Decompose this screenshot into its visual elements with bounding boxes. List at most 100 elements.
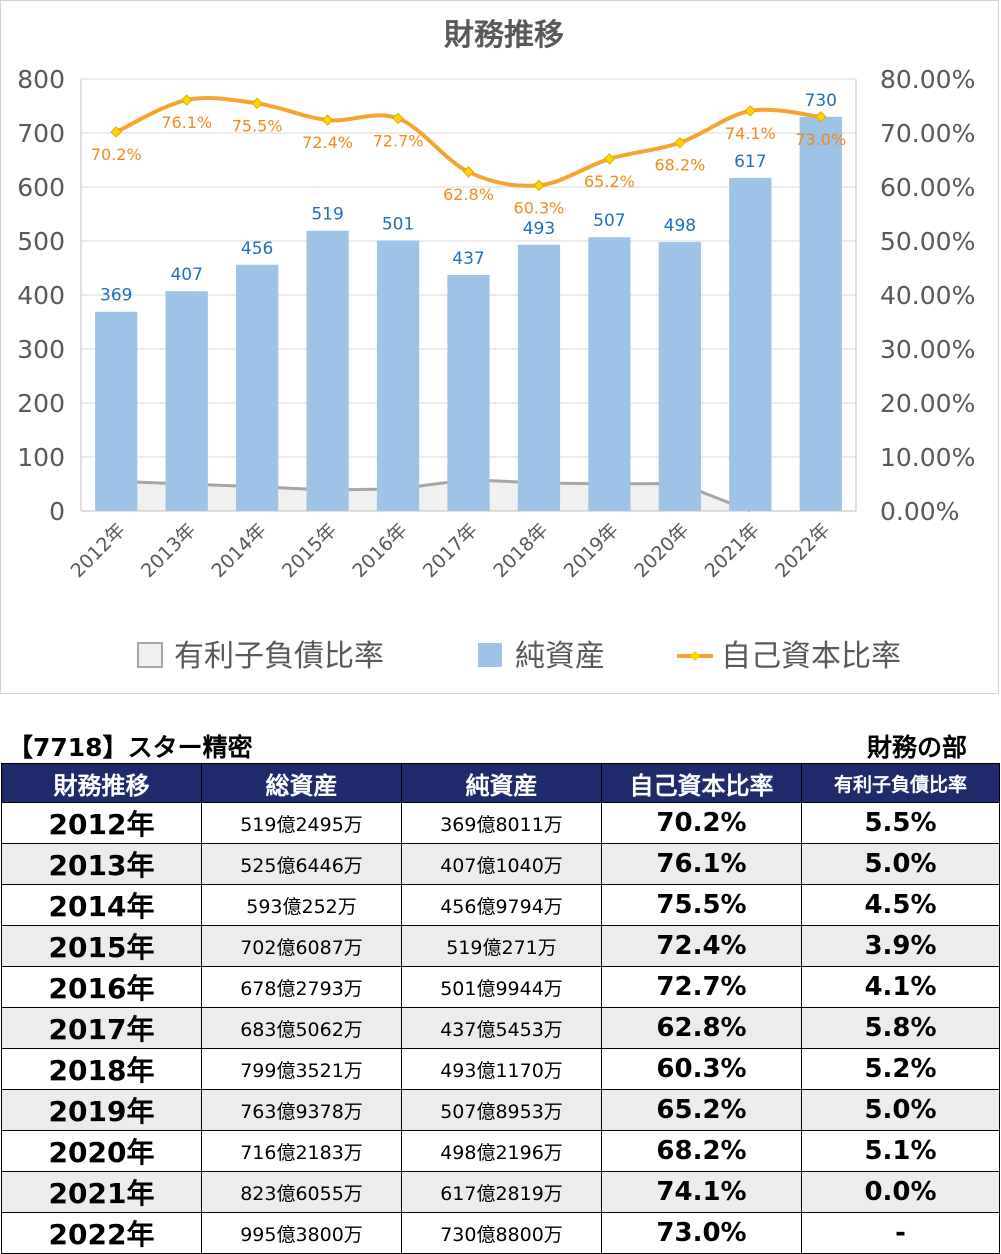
cell-total-assets: 716億2183万 (201, 1130, 402, 1172)
net-assets-bar (376, 240, 420, 511)
cell-year: 2013年 (1, 843, 202, 885)
bar-value-label: 519 (311, 205, 343, 225)
cell-net-assets: 493億1170万 (401, 1048, 602, 1090)
y-right-tick-label: 50.00% (880, 227, 975, 256)
table-row: 2012年 519億2495万 369億8011万 70.2% 5.5% (1, 802, 1000, 844)
net-assets-bar (658, 242, 701, 511)
cell-equity-ratio: 75.5% (601, 884, 802, 926)
cell-net-assets: 407億1040万 (401, 843, 602, 885)
y-right-tick-label: 0.00% (880, 497, 959, 526)
cell-year: 2017年 (1, 1007, 202, 1049)
table-row: 2014年 593億252万 456億9794万 75.5% 4.5% (1, 884, 1000, 926)
net-assets-bar (447, 275, 490, 511)
y-right-tick-label: 80.00% (880, 65, 975, 94)
equity-ratio-line (110, 94, 827, 192)
equity-ratio-marker (251, 97, 263, 110)
cell-equity-ratio: 76.1% (601, 843, 802, 885)
cell-debt-ratio: 0.0% (801, 1171, 1000, 1213)
legend-label-equity-ratio: 自己資本比率 (721, 639, 901, 674)
y-right-tick-label: 40.00% (880, 281, 975, 310)
y-left-tick-label: 200 (17, 389, 65, 418)
line-value-label: 74.1% (725, 124, 776, 143)
cell-debt-ratio: 4.5% (801, 884, 1000, 926)
cell-total-assets: 525億6446万 (201, 843, 402, 885)
cell-year: 2019年 (1, 1089, 202, 1131)
table-row: 2018年 799億3521万 493億1170万 60.3% 5.2% (1, 1048, 1000, 1090)
y-left-tick-label: 0 (49, 497, 65, 526)
net-assets-bar (165, 291, 208, 511)
table-row: 2015年 702億6087万 519億271万 72.4% 3.9% (1, 925, 1000, 967)
company-name: 【7718】スター精密 (8, 733, 253, 762)
cell-net-assets: 507億8953万 (401, 1089, 602, 1131)
cell-net-assets: 501億9944万 (401, 966, 602, 1008)
equity-ratio-marker (815, 111, 827, 123)
cell-net-assets: 730億8800万 (401, 1212, 602, 1254)
cell-debt-ratio: 5.1% (801, 1130, 1000, 1172)
x-tick-label: 2012年 (67, 519, 130, 582)
financial-table: 財務推移 総資産 純資産 自己資本比率 有利子負債比率 2012年 519億249… (1, 763, 1000, 1254)
cell-net-assets: 437億5453万 (401, 1007, 602, 1049)
line-value-label: 68.2% (654, 156, 705, 175)
y-right-tick-label: 60.00% (880, 173, 975, 202)
cell-total-assets: 823億6055万 (201, 1171, 402, 1213)
cell-year: 2020年 (1, 1130, 202, 1172)
cell-total-assets: 995億3800万 (201, 1212, 402, 1254)
net-assets-bars (95, 116, 842, 512)
bar-value-label: 369 (100, 286, 132, 306)
x-tick-label: 2019年 (560, 519, 623, 582)
cell-total-assets: 519億2495万 (201, 802, 402, 844)
cell-net-assets: 456億9794万 (401, 884, 602, 926)
cell-total-assets: 763億9378万 (201, 1089, 402, 1131)
bar-value-label: 501 (382, 214, 414, 234)
bar-value-label: 498 (664, 216, 696, 236)
bar-value-label: 493 (523, 219, 555, 239)
table-body: 2012年 519億2495万 369億8011万 70.2% 5.5% 2013年 525… (1, 802, 1000, 1254)
y-right-tick-label: 10.00% (880, 443, 975, 472)
x-tick-label: 2016年 (348, 519, 411, 582)
x-tick-label: 2014年 (207, 519, 270, 582)
chart-title: 財務推移 (444, 18, 564, 53)
equity-ratio-marker (180, 94, 193, 106)
legend-label-net-assets: 純資産 (515, 639, 605, 674)
cell-equity-ratio: 70.2% (601, 802, 802, 844)
cell-debt-ratio: 5.2% (801, 1048, 1000, 1090)
header-year: 財務推移 (1, 763, 202, 803)
net-assets-bar (799, 116, 842, 512)
table-row: 2017年 683億5062万 437億5453万 62.8% 5.8% (1, 1007, 1000, 1049)
header-debt-ratio: 有利子負債比率 (801, 763, 1000, 803)
data-labels: 369 407 456 519 501 437 493 507 498 617 730 70.2% 76… (91, 91, 846, 306)
cell-debt-ratio: 5.0% (801, 1089, 1000, 1131)
bar-value-label: 456 (241, 239, 273, 259)
table-row: 2020年 716億2183万 498億2196万 68.2% 5.1% (1, 1130, 1000, 1172)
cell-net-assets: 617億2819万 (401, 1171, 602, 1213)
net-assets-bar (517, 244, 561, 511)
y-left-tick-label: 700 (17, 119, 65, 148)
cell-equity-ratio: 72.4% (601, 925, 802, 967)
cell-total-assets: 678億2793万 (201, 966, 402, 1008)
line-value-label: 70.2% (91, 145, 142, 164)
line-value-label: 62.8% (443, 185, 494, 204)
y-left-tick-label: 800 (17, 65, 65, 94)
cell-debt-ratio: 5.0% (801, 843, 1000, 885)
line-value-label: 72.7% (373, 131, 424, 150)
cell-debt-ratio: 5.5% (801, 802, 1000, 844)
section-label: 財務の部 (866, 733, 967, 762)
net-assets-bar (588, 237, 631, 511)
line-value-label: 72.4% (302, 133, 353, 152)
cell-net-assets: 369億8011万 (401, 802, 602, 844)
cell-equity-ratio: 72.7% (601, 966, 802, 1008)
cell-equity-ratio: 60.3% (601, 1048, 802, 1090)
x-tick-label: 2018年 (489, 519, 552, 582)
cell-net-assets: 519億271万 (401, 925, 602, 967)
header-net-assets: 純資産 (401, 763, 602, 803)
y-right-tick-label: 30.00% (880, 335, 975, 364)
legend-marker-equity-ratio (690, 651, 700, 661)
bar-value-label: 507 (593, 211, 625, 231)
x-tick-label: 2015年 (278, 519, 341, 582)
y-left-tick-label: 100 (17, 443, 65, 472)
y-left-tick-label: 500 (17, 227, 65, 256)
header-equity-ratio: 自己資本比率 (601, 763, 802, 803)
line-value-label: 75.5% (232, 116, 283, 135)
net-assets-bar (95, 311, 138, 511)
table-row: 2013年 525億6446万 407億1040万 76.1% 5.0% (1, 843, 1000, 885)
